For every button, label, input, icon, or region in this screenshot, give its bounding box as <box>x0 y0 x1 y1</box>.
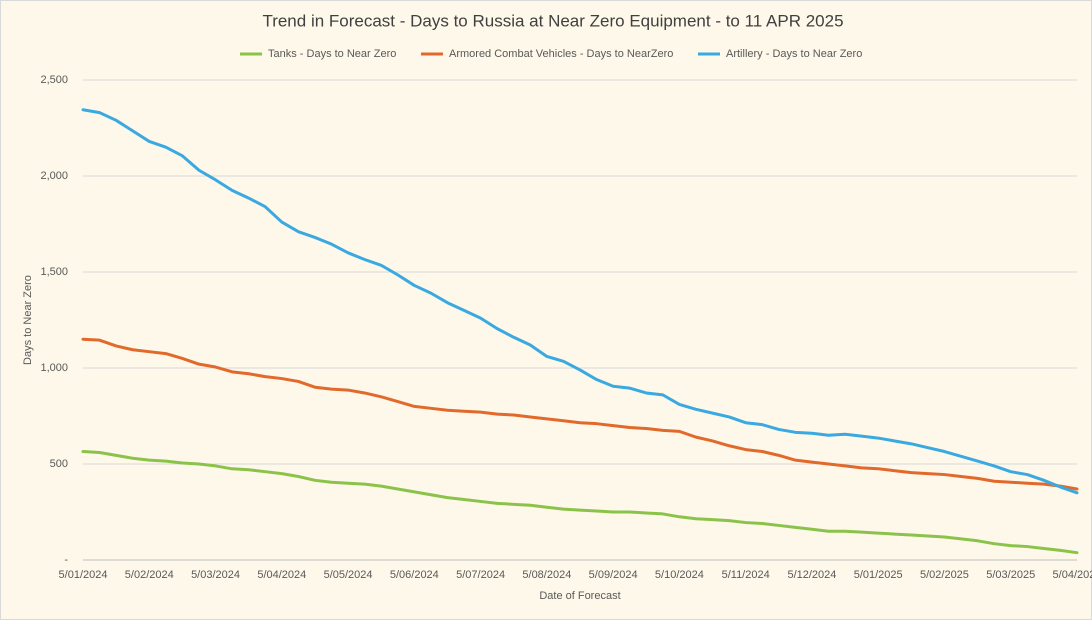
y-axis-label: Days to Near Zero <box>22 275 34 365</box>
y-tick-label: 2,500 <box>40 74 68 86</box>
series-line <box>81 108 1079 495</box>
legend-label: Artillery - Days to Near Zero <box>726 48 862 60</box>
x-tick-label: 5/02/2024 <box>125 569 174 581</box>
chart-title: Trend in Forecast - Days to Russia at Ne… <box>262 11 843 30</box>
y-tick-label: 1,500 <box>40 266 68 278</box>
y-tick-label: 2,000 <box>40 170 68 182</box>
x-tick-label: 5/01/2024 <box>59 569 108 581</box>
x-tick-label: 5/06/2024 <box>390 569 439 581</box>
series-line <box>81 337 1079 491</box>
x-axis-label: Date of Forecast <box>539 590 620 602</box>
legend-label: Tanks - Days to Near Zero <box>268 48 396 60</box>
y-tick-label: 500 <box>50 458 68 470</box>
x-tick-label: 5/03/2024 <box>191 569 240 581</box>
legend-label: Armored Combat Vehicles - Days to NearZe… <box>449 48 673 60</box>
x-tick-label: 5/08/2024 <box>522 569 571 581</box>
y-tick-label: 1,000 <box>40 362 68 374</box>
x-tick-label: 5/10/2024 <box>655 569 704 581</box>
x-tick-label: 5/03/2025 <box>986 569 1035 581</box>
y-tick-label: - <box>64 554 68 566</box>
x-tick-label: 5/11/2024 <box>722 569 770 581</box>
x-tick-label: 5/07/2024 <box>456 569 505 581</box>
x-tick-label: 5/04/2024 <box>257 569 306 581</box>
x-tick-label: 5/09/2024 <box>589 569 638 581</box>
x-tick-label: 5/02/2025 <box>920 569 969 581</box>
x-tick-label: 5/05/2024 <box>324 569 373 581</box>
series-line <box>81 450 1079 555</box>
x-tick-label: 5/04/2025 <box>1053 569 1092 581</box>
x-tick-label: 5/01/2025 <box>854 569 903 581</box>
x-tick-label: 5/12/2024 <box>787 569 836 581</box>
